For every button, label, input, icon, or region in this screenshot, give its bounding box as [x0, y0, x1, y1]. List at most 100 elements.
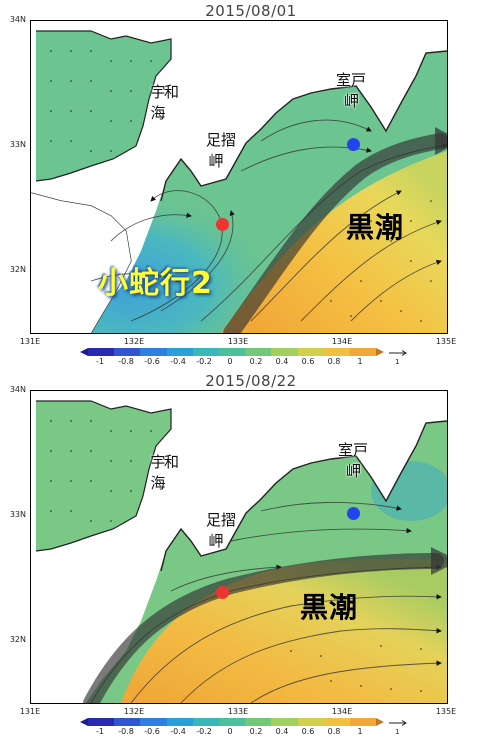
- uwa-sea-green: [36, 31, 171, 181]
- map-svg: [31, 21, 447, 333]
- reference-vector-label: 1: [395, 358, 400, 366]
- coastline: [160, 420, 447, 572]
- red-station-marker: [216, 218, 229, 231]
- colorbar-low-end: [80, 348, 88, 356]
- cb-label: 0.4: [275, 357, 289, 366]
- cb-label: -1: [96, 727, 104, 736]
- map-panel-20150822: 2015/08/22 34N 33N 32N: [0, 370, 502, 740]
- map-area: [30, 390, 448, 704]
- blue-station-marker: [347, 138, 360, 151]
- cb-label: -0.6: [144, 727, 160, 736]
- colorbar-high-end: [376, 718, 384, 726]
- kuroshio-path: [223, 133, 447, 333]
- cb-label: -0.6: [144, 357, 160, 366]
- cb-cell: [245, 348, 272, 356]
- label-cape-ashizuri: 足摺 岬: [206, 511, 237, 550]
- lon-tick-133e: 133E: [227, 707, 249, 716]
- cb-label: 0.8: [327, 357, 341, 366]
- cb-cell: [218, 718, 246, 726]
- map-area: [30, 20, 448, 334]
- kuroshio-arrowhead: [431, 547, 447, 575]
- cb-cell: [114, 348, 141, 356]
- cb-cell: [218, 348, 246, 356]
- panel-date-title: 2015/08/01: [205, 2, 297, 20]
- lon-tick-132e: 132E: [123, 707, 145, 716]
- cb-label: 0.2: [249, 357, 263, 366]
- cb-label: 0: [227, 727, 233, 736]
- cb-cell: [245, 718, 272, 726]
- lat-tick-33n: 33N: [9, 140, 26, 149]
- vector-grid: [50, 50, 432, 322]
- lon-tick-133e: 133E: [227, 337, 249, 346]
- lat-tick-34n: 34N: [9, 15, 26, 24]
- map-panel-20150801: 2015/08/01 34N 33N 32N: [9, 2, 457, 366]
- cb-label: 0.4: [275, 727, 289, 736]
- cb-label: 0.6: [301, 357, 315, 366]
- lon-tick-134e: 134E: [331, 337, 353, 346]
- warm-water: [121, 558, 447, 703]
- cb-label: 0.8: [327, 727, 341, 736]
- cb-cell: [192, 348, 219, 356]
- cb-cell: [323, 718, 350, 726]
- kuroshio-label: 黒潮: [300, 591, 359, 624]
- lat-tick-34n: 34N: [9, 385, 26, 394]
- cb-label: -0.2: [196, 727, 212, 736]
- lat-tick-32n: 32N: [9, 265, 26, 274]
- cb-cell: [192, 718, 219, 726]
- cb-label: 0.6: [301, 727, 315, 736]
- coastline: [160, 50, 447, 202]
- colorbar-low-end: [80, 718, 88, 726]
- cb-cell: [166, 348, 193, 356]
- vector-grid: [50, 420, 422, 692]
- colorbar: [88, 718, 377, 726]
- cb-cell: [297, 348, 324, 356]
- uwa-sea-green: [36, 401, 171, 551]
- small-meander-label: 小蛇行2: [98, 266, 213, 301]
- cb-label: -0.8: [118, 727, 134, 736]
- cb-cell: [297, 718, 324, 726]
- lon-tick-132e: 132E: [123, 337, 145, 346]
- kuroshio-label: 黒潮: [346, 211, 405, 244]
- kuroshio-arrowhead: [435, 127, 447, 155]
- cb-label: -0.4: [170, 727, 186, 736]
- lat-tick-32n: 32N: [9, 635, 26, 644]
- reference-vector-arrow: [389, 350, 407, 356]
- cb-label: 0.2: [249, 727, 263, 736]
- cb-cell: [271, 348, 298, 356]
- lon-tick-134e: 134E: [331, 707, 353, 716]
- cb-cell: [323, 348, 350, 356]
- map-svg: [31, 391, 447, 703]
- label-cape-muroto: 室戸 岬: [336, 71, 367, 110]
- label-cape-ashizuri: 足摺 岬: [206, 131, 237, 170]
- blue-station-marker: [347, 507, 360, 520]
- lon-tick-131e: 131E: [19, 707, 41, 716]
- reference-vector-arrow: [389, 720, 407, 726]
- colorbar: [88, 348, 377, 356]
- cb-label: 0: [227, 357, 233, 366]
- cb-label: -0.4: [170, 357, 186, 366]
- label-uwa-sea: 宇和海: [150, 83, 179, 122]
- cb-cell: [114, 718, 141, 726]
- kuroshio-path: [83, 553, 444, 703]
- lat-tick-33n: 33N: [9, 510, 26, 519]
- cb-cell: [140, 718, 167, 726]
- cb-cell: [140, 348, 167, 356]
- reference-vector-label: 1: [395, 728, 400, 736]
- cb-cell: [166, 718, 193, 726]
- lon-tick-131e: 131E: [19, 337, 41, 346]
- label-cape-muroto: 室戸 岬: [338, 441, 369, 480]
- lon-tick-135e: 135E: [435, 707, 457, 716]
- cb-cell: [349, 718, 377, 726]
- colorbar-high-end: [376, 348, 384, 356]
- cb-cell: [88, 718, 115, 726]
- cb-cell: [88, 348, 115, 356]
- cb-label: -0.8: [118, 357, 134, 366]
- cb-label: 1: [357, 727, 363, 736]
- label-uwa-sea: 宇和海: [150, 453, 179, 492]
- panel-date-title: 2015/08/22: [205, 372, 297, 390]
- cb-cell: [349, 348, 377, 356]
- cb-label: 1: [357, 357, 363, 366]
- cb-label: -0.2: [196, 357, 212, 366]
- lon-tick-135e: 135E: [435, 337, 457, 346]
- cb-cell: [271, 718, 298, 726]
